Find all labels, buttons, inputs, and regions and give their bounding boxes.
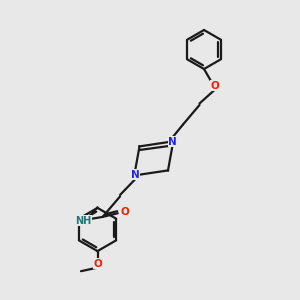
Text: NH: NH <box>75 215 91 226</box>
Text: O: O <box>93 259 102 269</box>
Text: N: N <box>168 137 177 147</box>
Text: O: O <box>210 80 219 91</box>
Text: O: O <box>120 207 129 218</box>
Text: N: N <box>130 170 140 180</box>
